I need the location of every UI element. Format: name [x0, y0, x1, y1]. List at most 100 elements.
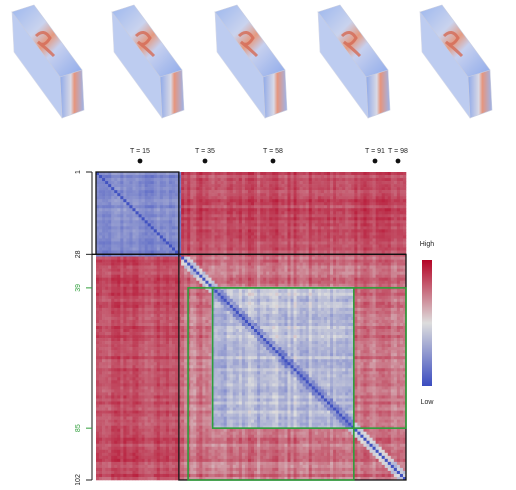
- heatmap-cell: [153, 181, 158, 185]
- heatmap-cell: [339, 235, 343, 239]
- heatmap-cell: [184, 256, 188, 260]
- heatmap-cell: [357, 214, 361, 218]
- heatmap-cell: [117, 310, 121, 315]
- heatmap-cell: [120, 274, 124, 278]
- heatmap-cell: [390, 211, 395, 215]
- heatmap-cell: [184, 235, 188, 239]
- heatmap-cell: [147, 190, 152, 194]
- heatmap-cell: [284, 223, 288, 227]
- heatmap-cell: [336, 262, 340, 266]
- heatmap-cell: [308, 205, 313, 209]
- heatmap-cell: [193, 241, 197, 245]
- heatmap-cell: [272, 274, 276, 278]
- heatmap-cell: [339, 295, 343, 300]
- heatmap-cell: [375, 253, 379, 257]
- heatmap-cell: [317, 247, 322, 251]
- heatmap-cell: [193, 301, 197, 306]
- heatmap-cell: [311, 277, 316, 282]
- heatmap-cell: [366, 244, 370, 248]
- heatmap-cell: [96, 211, 100, 215]
- heatmap-cell: [351, 313, 355, 318]
- heatmap-cell: [150, 250, 155, 254]
- heatmap-cell: [135, 298, 139, 303]
- heatmap-cell: [333, 262, 337, 266]
- heatmap-cell: [311, 202, 316, 206]
- heatmap-cell: [375, 199, 379, 203]
- heatmap-cell: [402, 289, 407, 294]
- heatmap-cell: [257, 235, 261, 239]
- heatmap-cell: [387, 187, 392, 191]
- heatmap-cell: [357, 184, 361, 188]
- heatmap-cell: [235, 235, 240, 239]
- heatmap-cell: [254, 295, 258, 300]
- heatmap-cell: [326, 193, 331, 197]
- heatmap-cell: [129, 280, 133, 285]
- heatmap-cell: [147, 178, 152, 182]
- heatmap-cell: [272, 262, 276, 266]
- heatmap-cell: [220, 217, 224, 221]
- heatmap-cell: [275, 253, 279, 257]
- heatmap-cell: [330, 223, 334, 227]
- heatmap-cell: [381, 271, 386, 275]
- heatmap-cell: [235, 250, 240, 254]
- heatmap-cell: [287, 316, 291, 321]
- heatmap-cell: [384, 283, 389, 288]
- heatmap-cell: [254, 223, 258, 227]
- heatmap-cell: [247, 259, 252, 263]
- heatmap-cell: [96, 244, 100, 248]
- heatmap-cell: [199, 256, 203, 260]
- heatmap-cell: [223, 316, 227, 321]
- heatmap-cell: [372, 295, 376, 300]
- heatmap-cell: [96, 307, 100, 312]
- heatmap-cell: [181, 196, 185, 200]
- heatmap-cell: [311, 235, 316, 239]
- heatmap-cell: [317, 259, 322, 263]
- heatmap-cell: [241, 223, 246, 227]
- heatmap-cell: [396, 196, 401, 200]
- heatmap-cell: [223, 271, 227, 275]
- heatmap-cell: [226, 262, 231, 266]
- heatmap-cell: [171, 292, 176, 297]
- heatmap-cell: [244, 262, 249, 266]
- heatmap-cell: [171, 253, 176, 257]
- heatmap-cell: [199, 217, 203, 221]
- heatmap-cell: [272, 178, 276, 182]
- heatmap-cell: [214, 280, 218, 285]
- heatmap-cell: [199, 289, 203, 294]
- heatmap-cell: [351, 247, 355, 251]
- heatmap-cell: [162, 289, 167, 294]
- heatmap-cell: [342, 241, 346, 245]
- heatmap-cell: [126, 262, 130, 266]
- heatmap-cell: [241, 283, 246, 288]
- heatmap-cell: [199, 187, 203, 191]
- heatmap-cell: [281, 298, 285, 303]
- heatmap-cell: [281, 196, 285, 200]
- heatmap-cell: [323, 223, 328, 227]
- heatmap-cell: [369, 229, 373, 233]
- heatmap-cell: [272, 235, 276, 239]
- heatmap-cell: [120, 184, 124, 188]
- heatmap-cell: [162, 283, 167, 288]
- heatmap-cell: [229, 199, 234, 203]
- heatmap-cell: [241, 190, 246, 194]
- heatmap-cell: [348, 274, 352, 278]
- heatmap-cell: [126, 211, 130, 215]
- heatmap-cell: [387, 211, 392, 215]
- heatmap-cell: [150, 310, 155, 315]
- heatmap-cell: [305, 181, 310, 185]
- heatmap-cell: [363, 238, 367, 242]
- heatmap-cell: [402, 226, 407, 230]
- heatmap-cell: [175, 184, 179, 188]
- heatmap-cell: [156, 181, 161, 185]
- heatmap-cell: [366, 184, 370, 188]
- heatmap-cell: [281, 205, 285, 209]
- heatmap-cell: [129, 175, 133, 179]
- heatmap-cell: [114, 265, 118, 269]
- heatmap-cell: [345, 256, 349, 260]
- heatmap-cell: [290, 295, 294, 300]
- heatmap-cell: [232, 250, 237, 254]
- heatmap-cell: [102, 271, 106, 275]
- heatmap-cell: [211, 184, 215, 188]
- heatmap-cell: [162, 316, 167, 321]
- heatmap-cell: [363, 292, 367, 297]
